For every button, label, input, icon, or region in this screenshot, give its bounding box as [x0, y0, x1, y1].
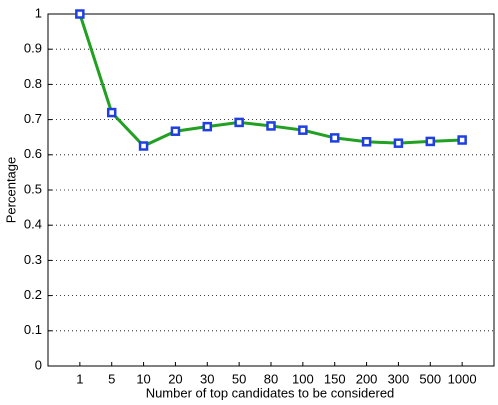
- x-tick-label: 50: [232, 371, 246, 386]
- x-tick-label: 200: [356, 371, 378, 386]
- x-tick-label: 10: [136, 371, 150, 386]
- data-marker: [202, 121, 213, 132]
- data-marker: [393, 138, 404, 148]
- x-tick-label: 30: [200, 371, 214, 386]
- data-marker: [170, 126, 181, 136]
- data-marker: [361, 137, 372, 147]
- x-tick-label: 100: [292, 371, 314, 386]
- x-tick-label: 20: [168, 371, 182, 386]
- y-tick-label: 0.8: [24, 76, 42, 91]
- x-axis-label: Number of top candidates to be considere…: [146, 385, 395, 400]
- x-tick-label: 1000: [448, 371, 477, 386]
- data-marker: [138, 141, 149, 151]
- data-marker: [234, 117, 244, 128]
- x-tick-label: 150: [324, 371, 346, 386]
- y-tick-label: 0.9: [24, 41, 42, 56]
- y-tick-label: 0.5: [24, 181, 42, 196]
- data-marker: [266, 121, 276, 131]
- x-tick-label: 500: [419, 371, 441, 386]
- x-tick-label: 1: [76, 371, 83, 386]
- y-tick-label: 0.1: [24, 322, 42, 337]
- x-tick-label: 300: [388, 371, 410, 386]
- y-tick-label: 0.6: [24, 146, 42, 161]
- data-marker: [425, 136, 436, 147]
- y-axis-label: Percentage: [3, 157, 18, 224]
- data-marker: [457, 135, 467, 145]
- data-marker: [329, 133, 340, 143]
- y-tick-label: 0: [35, 357, 42, 372]
- plot-frame: [47, 13, 495, 367]
- y-tick-label: 0.4: [24, 217, 42, 232]
- data-marker: [298, 125, 308, 135]
- y-tick-label: 1: [35, 5, 42, 20]
- data-marker: [106, 107, 117, 118]
- x-tick-label: 80: [264, 371, 278, 386]
- y-tick-label: 0.3: [24, 252, 42, 267]
- x-tick-label: 5: [108, 371, 115, 386]
- y-tick-label: 0.7: [24, 111, 42, 126]
- data-marker: [75, 9, 85, 19]
- y-tick-label: 0.2: [24, 287, 42, 302]
